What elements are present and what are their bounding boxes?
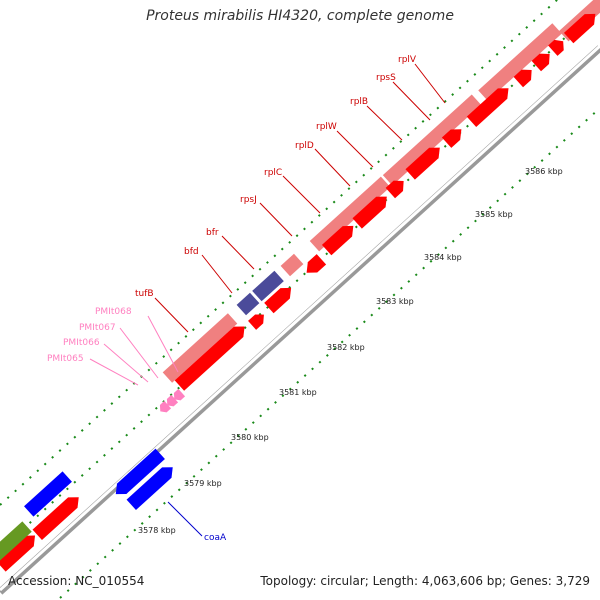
scale-label-3585: 3585 kbp: [475, 210, 513, 219]
backbone: [0, 44, 600, 595]
gene-label-rplB: rplB: [350, 97, 368, 107]
gene-label-tufB: tufB: [135, 289, 154, 299]
cds-arrow-2: [248, 314, 264, 330]
rna-block-4: [382, 94, 482, 186]
gene-label-rplC: rplC: [264, 168, 282, 178]
gene-label-bfr: bfr: [206, 228, 219, 238]
cds-arrow-1: [174, 326, 245, 391]
cds-arrow-15: [32, 497, 79, 540]
gene-label-PMIt068: PMIt068: [95, 307, 132, 317]
cds-arrow-13: [548, 39, 564, 56]
cds-arrow-11: [513, 69, 532, 88]
scale-label-3578: 3578 kbp: [138, 526, 176, 535]
navy-block-1: [236, 292, 260, 316]
map-title: Proteus mirabilis HI4320, complete genom…: [146, 8, 454, 24]
scale-label-3582: 3582 kbp: [327, 343, 365, 352]
gene-label-PMIt066: PMIt066: [63, 338, 100, 348]
rna-block-1: [162, 313, 238, 383]
rna-block-5: [478, 23, 562, 101]
navy-block-2: [252, 270, 284, 302]
gene-label-bfd: bfd: [184, 247, 199, 257]
rna-block-3: [309, 176, 391, 252]
blue-block-left: [24, 471, 72, 517]
gene-label-rplW: rplW: [316, 122, 337, 132]
green-block: [0, 521, 32, 563]
coaA-block: [115, 448, 165, 495]
scale-label-3583: 3583 kbp: [376, 297, 414, 306]
cds-arrow-12: [531, 53, 550, 72]
blue-arrow-2: [126, 467, 173, 510]
gene-label-rplV: rplV: [398, 55, 417, 65]
gene-label-rpsS: rpsS: [376, 73, 396, 83]
scale-label-3580: 3580 kbp: [231, 433, 269, 442]
gene-label-rpsJ: rpsJ: [240, 195, 257, 205]
scale-label-3586: 3586 kbp: [525, 167, 563, 176]
accession-text: Accession: NC_010554: [8, 574, 145, 588]
cds-arrow-8: [405, 147, 440, 180]
scale-label-3581: 3581 kbp: [279, 388, 317, 397]
cds-arrow-6: [352, 196, 387, 229]
gene-label-PMIt065: PMIt065: [47, 354, 84, 364]
topology-summary: Topology: circular; Length: 4,063,606 bp…: [260, 574, 590, 588]
rna-block-2: [280, 253, 304, 277]
gene-label-PMIt067: PMIt067: [79, 323, 116, 333]
trna-arrow-2: [166, 394, 179, 407]
cds-arrow-14: [563, 13, 596, 44]
cds-arrow-9: [441, 129, 462, 148]
scale-label-3584: 3584 kbp: [424, 253, 462, 262]
scale-labels: 3578 kbp 3579 kbp 3580 kbp 3581 kbp 3582…: [138, 167, 563, 535]
cds-arrow-3: [264, 287, 292, 314]
cds-arrow-5: [321, 225, 354, 256]
trna-arrow-1: [159, 400, 172, 413]
gene-labels: rplV rpsS rplB rplW rplD rplC rpsJ bfr b…: [47, 55, 446, 543]
cds-arrow-7: [385, 180, 404, 199]
feature-track: [0, 0, 600, 572]
cds-arrow-10: [466, 88, 509, 127]
cds-arrow-16: [0, 535, 36, 572]
gene-label-coaA: coaA: [204, 533, 227, 543]
trna-arrow-3: [173, 388, 186, 401]
gene-label-rplD: rplD: [295, 141, 314, 151]
scale-label-3579: 3579 kbp: [184, 479, 222, 488]
cds-arrow-4: [306, 254, 327, 273]
